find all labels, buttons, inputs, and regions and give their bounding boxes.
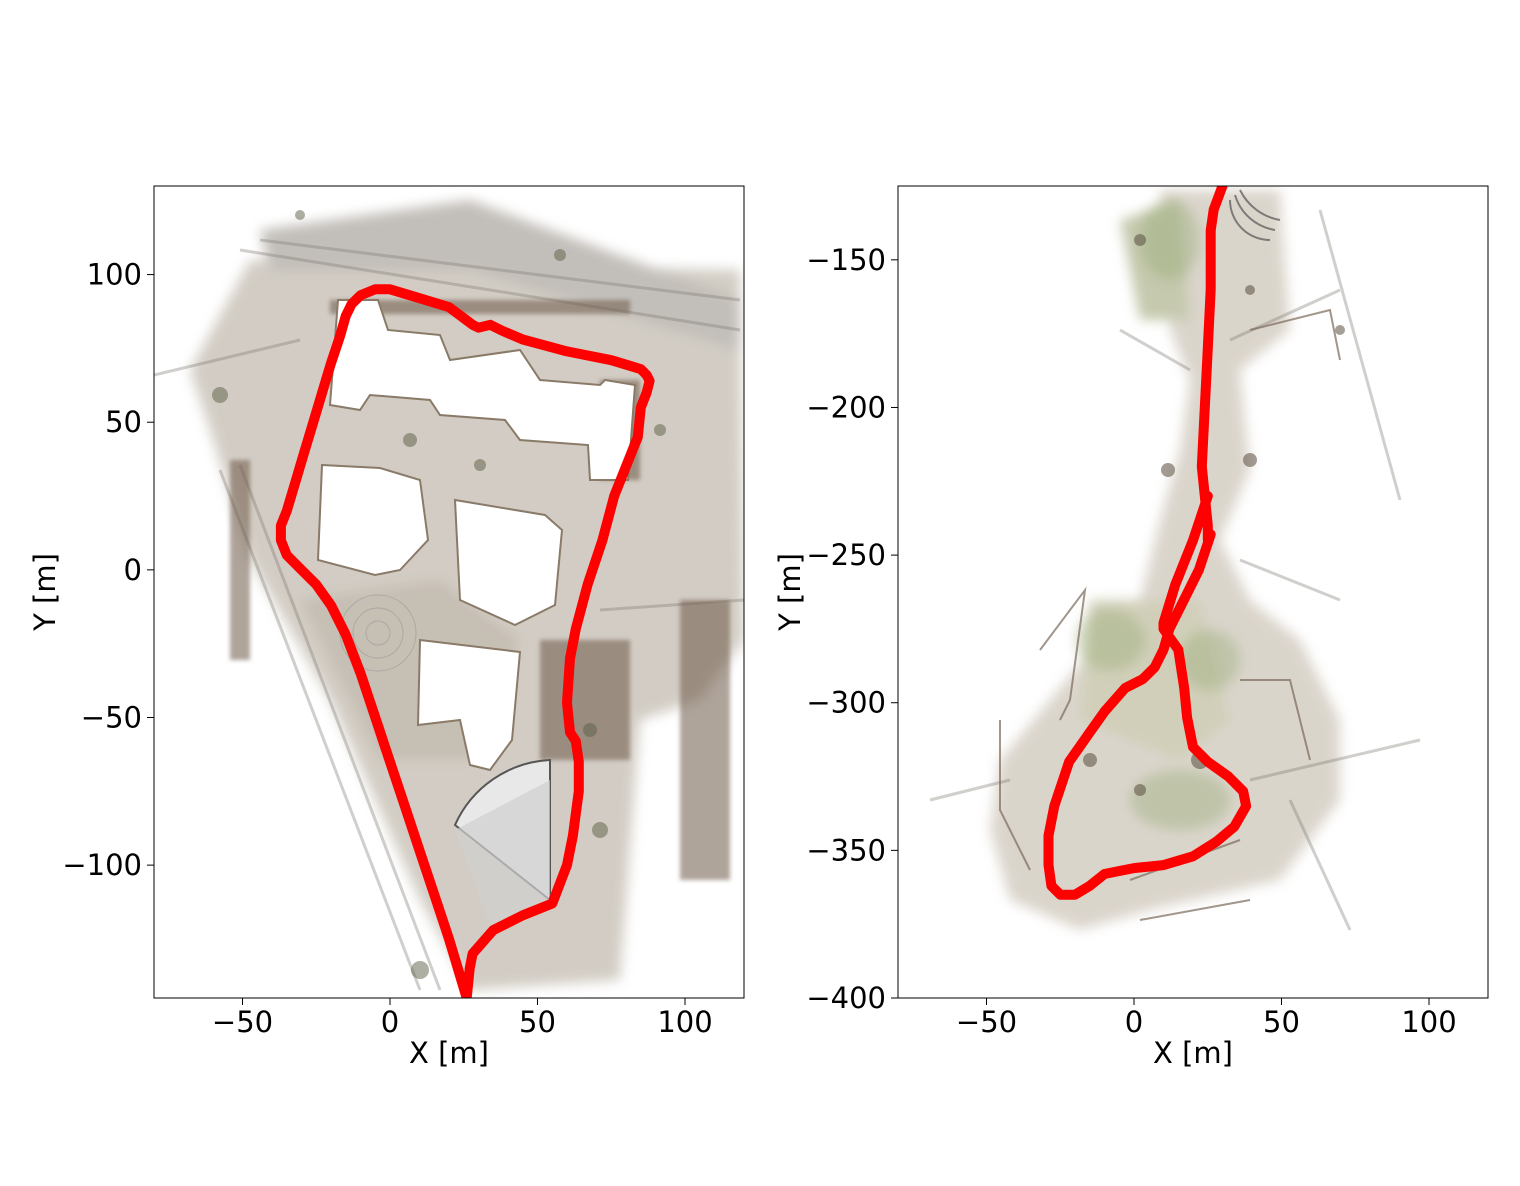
right-y-tick-label: −150 [806, 243, 886, 277]
left-y-tick-label: 0 [124, 553, 142, 587]
left-x-tick-label: 50 [519, 1005, 556, 1039]
right-ticks: −50 0 50 100 −150 −200 −250 −300 −350 −400 [806, 243, 1456, 1039]
right-trajectory-line [1043, 186, 1252, 900]
right-y-tick-label: −300 [806, 686, 886, 720]
left-y-tick-label: −100 [62, 848, 142, 882]
left-y-tick-label: 50 [105, 405, 142, 439]
right-point-cloud-map [898, 186, 1488, 998]
left-ticks: −50 0 50 100 100 50 0 −50 −100 [62, 258, 712, 1039]
right-y-tick-label: −400 [806, 981, 886, 1015]
left-y-axis-label: Y [m] [28, 553, 62, 632]
left-trajectory-line [275, 284, 655, 998]
left-x-tick-label: −50 [212, 1005, 273, 1039]
right-y-tick-label: −250 [806, 538, 886, 572]
right-y-tick-label: −350 [806, 833, 886, 867]
right-x-tick-label: −50 [956, 1005, 1017, 1039]
right-x-tick-label: 0 [1125, 1005, 1143, 1039]
left-x-tick-label: 100 [657, 1005, 712, 1039]
right-axes-frame [897, 185, 1489, 999]
left-y-tick-label: 100 [87, 258, 142, 292]
left-y-tick-label: −50 [81, 700, 142, 734]
amphitheater [453, 758, 551, 925]
left-x-tick-label: 0 [381, 1005, 399, 1039]
right-y-axis-label: Y [m] [773, 553, 807, 632]
right-y-tick-label: −200 [806, 390, 886, 424]
right-x-tick-label: 50 [1263, 1005, 1300, 1039]
right-x-tick-label: 100 [1401, 1005, 1456, 1039]
left-point-cloud-map [154, 186, 744, 998]
left-x-axis-label: X [m] [409, 1036, 489, 1070]
left-map-panel: −50 0 50 100 100 50 0 −50 −100 X [m] Y [m] [28, 185, 745, 1070]
right-x-axis-label: X [m] [1153, 1036, 1233, 1070]
right-map-panel: −50 0 50 100−150−200−250−300−350−400 X [m] … [773, 185, 1489, 1070]
amphitheater-steps [1229, 189, 1281, 241]
left-axes-frame [153, 185, 745, 999]
